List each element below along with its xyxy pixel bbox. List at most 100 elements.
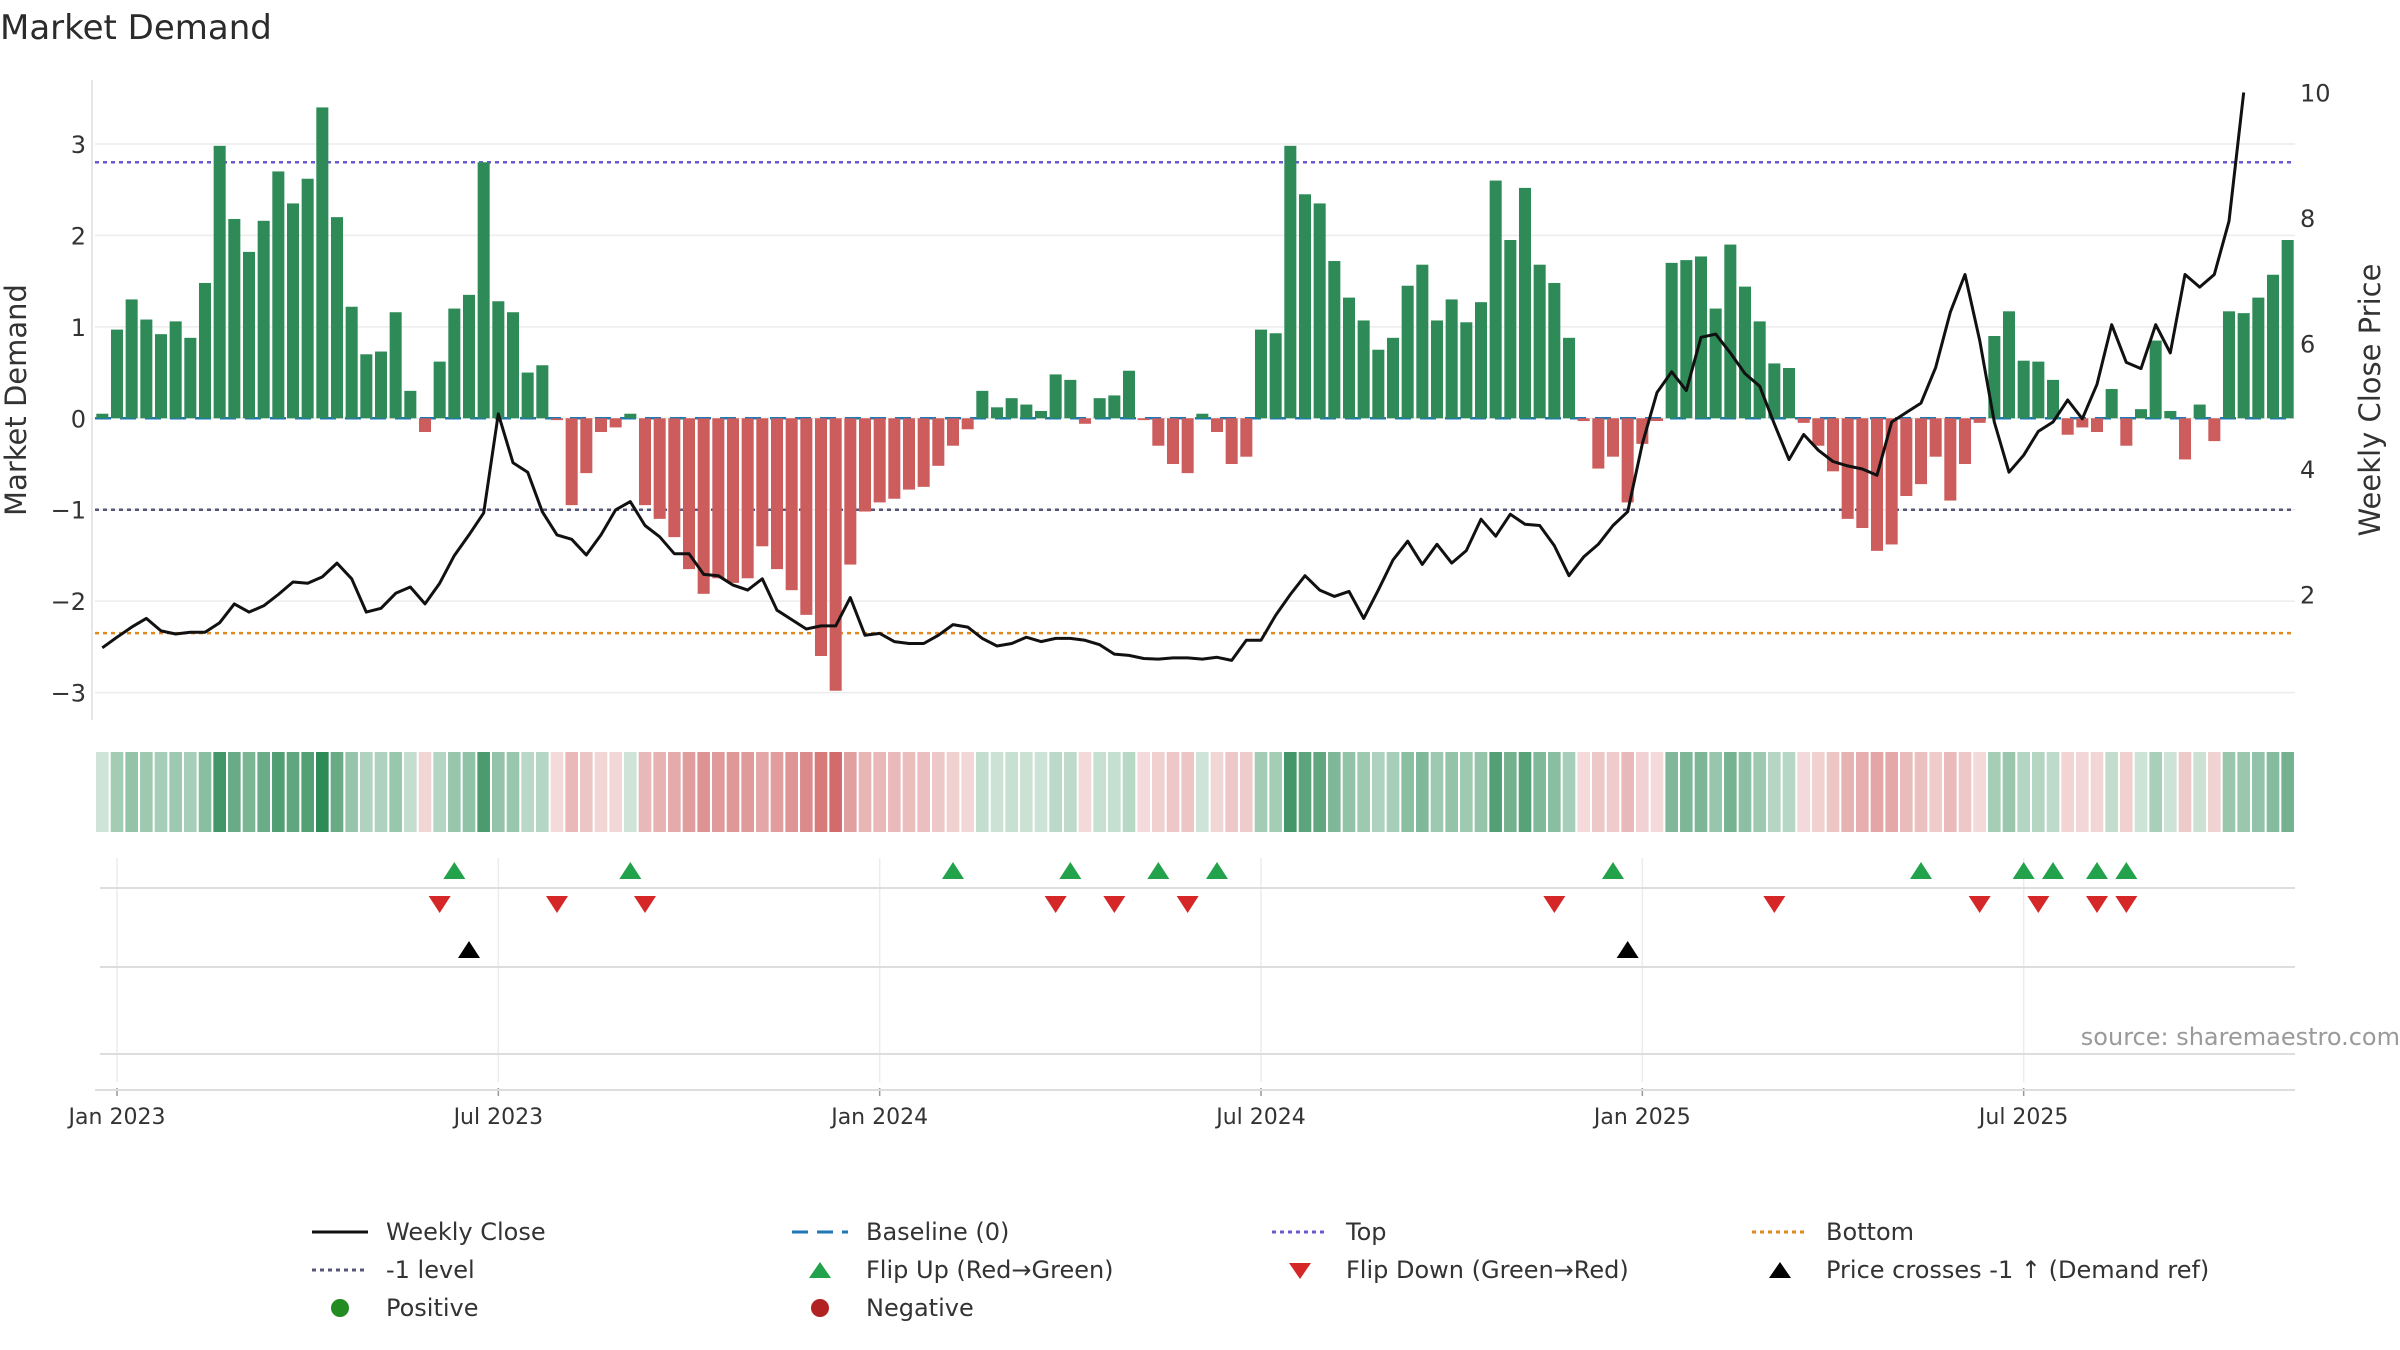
positive-bar <box>374 351 388 419</box>
heat-cell <box>858 752 872 832</box>
heat-cell <box>1988 752 2001 832</box>
flip-up-marker <box>1147 862 1170 879</box>
negative-bar <box>902 418 916 490</box>
legend-item-baseline[interactable]: Baseline (0) <box>790 1218 1009 1246</box>
heat-cell <box>1973 752 1986 832</box>
heat-cell <box>1225 752 1238 832</box>
legend-label: Top <box>1346 1218 1387 1246</box>
legend-item-price-cross[interactable]: Price crosses -1 ↑ (Demand ref) <box>1750 1256 2209 1284</box>
heat-cell <box>1240 752 1253 832</box>
heat-cell <box>110 752 124 832</box>
positive-bar <box>976 390 989 419</box>
legend-item-minus1-level[interactable]: -1 level <box>310 1256 475 1284</box>
heat-cell <box>1372 752 1385 832</box>
positive-bar <box>1342 297 1356 419</box>
negative-bar <box>2090 418 2104 432</box>
gridlines <box>95 143 2295 1082</box>
heat-cell <box>2222 752 2236 832</box>
triangle-up-icon <box>809 1262 831 1278</box>
flip-down-marker <box>1968 896 1991 913</box>
negative-bar <box>1181 418 1194 474</box>
positive-bar <box>506 312 520 419</box>
heat-cell <box>712 752 725 832</box>
heat-cell <box>360 752 373 832</box>
heat-cell <box>1284 752 1297 832</box>
positive-bar <box>2032 361 2045 419</box>
y-tick-label: 1 <box>71 314 86 342</box>
heat-cell <box>2002 752 2016 832</box>
flip-up-marker <box>2042 862 2064 879</box>
negative-bar <box>800 418 813 615</box>
heat-cell <box>272 752 285 832</box>
heat-cell <box>492 752 505 832</box>
y-tick-label: 0 <box>71 405 86 433</box>
heat-cell <box>814 752 828 832</box>
positive-bar <box>1328 261 1341 419</box>
positive-bar <box>272 171 285 419</box>
heat-cell <box>1518 752 1532 832</box>
legend-item-positive[interactable]: Positive <box>310 1294 479 1322</box>
legend-dashed-line-icon <box>792 1230 848 1234</box>
heat-cell <box>2237 752 2250 832</box>
heat-cell <box>653 752 666 832</box>
positive-bar <box>213 145 226 419</box>
heat-cell <box>448 752 461 832</box>
heat-cell <box>1152 752 1165 832</box>
negative-bar <box>1870 418 1884 551</box>
heat-cell <box>1474 752 1488 832</box>
heat-cell <box>976 752 989 832</box>
positive-bar <box>1768 363 1781 419</box>
legend-item-weekly-close[interactable]: Weekly Close <box>310 1218 546 1246</box>
legend-item-bottom[interactable]: Bottom <box>1750 1218 1914 1246</box>
heat-cell <box>1548 752 1561 832</box>
negative-bar <box>1210 418 1224 432</box>
heat-cell <box>1034 752 1048 832</box>
positive-bar <box>1401 285 1414 419</box>
flip-up-marker <box>2115 862 2138 879</box>
heat-cell <box>770 752 784 832</box>
heat-cell <box>756 752 769 832</box>
heat-cell <box>1856 752 1869 832</box>
positive-bar <box>198 282 212 419</box>
legend-label: Positive <box>386 1294 479 1322</box>
y2-tick-label: 2 <box>2300 582 2315 610</box>
heat-cell <box>844 752 857 832</box>
negative-bar <box>741 418 754 579</box>
heat-cell <box>2208 752 2221 832</box>
heat-cell <box>1738 752 1752 832</box>
y2-tick-label: 10 <box>2300 80 2331 108</box>
circle-icon <box>331 1299 349 1317</box>
heat-cell <box>888 752 901 832</box>
heat-cell <box>316 752 329 832</box>
heat-cell <box>682 752 696 832</box>
negative-bar <box>1958 418 1972 464</box>
heat-cell <box>1665 752 1678 832</box>
flip-down-marker <box>1176 896 1199 913</box>
legend-item-flip-up[interactable]: Flip Up (Red→Green) <box>790 1256 1114 1284</box>
positive-bar <box>624 413 637 419</box>
negative-bar <box>609 418 622 428</box>
negative-bar <box>814 418 828 656</box>
positive-bar <box>448 308 461 419</box>
heat-cell <box>169 752 182 832</box>
positive-bar <box>1504 240 1517 419</box>
flip-down-marker <box>634 896 656 913</box>
y-tick-label: 3 <box>71 131 86 159</box>
legend-label: Price crosses -1 ↑ (Demand ref) <box>1826 1256 2210 1284</box>
heat-cell <box>2266 752 2280 832</box>
heat-cell <box>2017 752 2030 832</box>
legend-item-negative[interactable]: Negative <box>790 1294 974 1322</box>
heat-cell <box>1401 752 1414 832</box>
positive-bar <box>125 299 138 419</box>
negative-bar <box>668 418 681 538</box>
legend-item-flip-down[interactable]: Flip Down (Green→Red) <box>1270 1256 1629 1284</box>
heat-cell <box>1064 752 1077 832</box>
heat-cell <box>946 752 960 832</box>
legend-label: Flip Up (Red→Green) <box>866 1256 1114 1284</box>
legend-item-top[interactable]: Top <box>1270 1218 1387 1246</box>
heat-cell <box>198 752 212 832</box>
heat-cell <box>242 752 256 832</box>
heat-cell <box>1577 752 1590 832</box>
heat-cell <box>286 752 300 832</box>
heat-cell <box>1181 752 1194 832</box>
